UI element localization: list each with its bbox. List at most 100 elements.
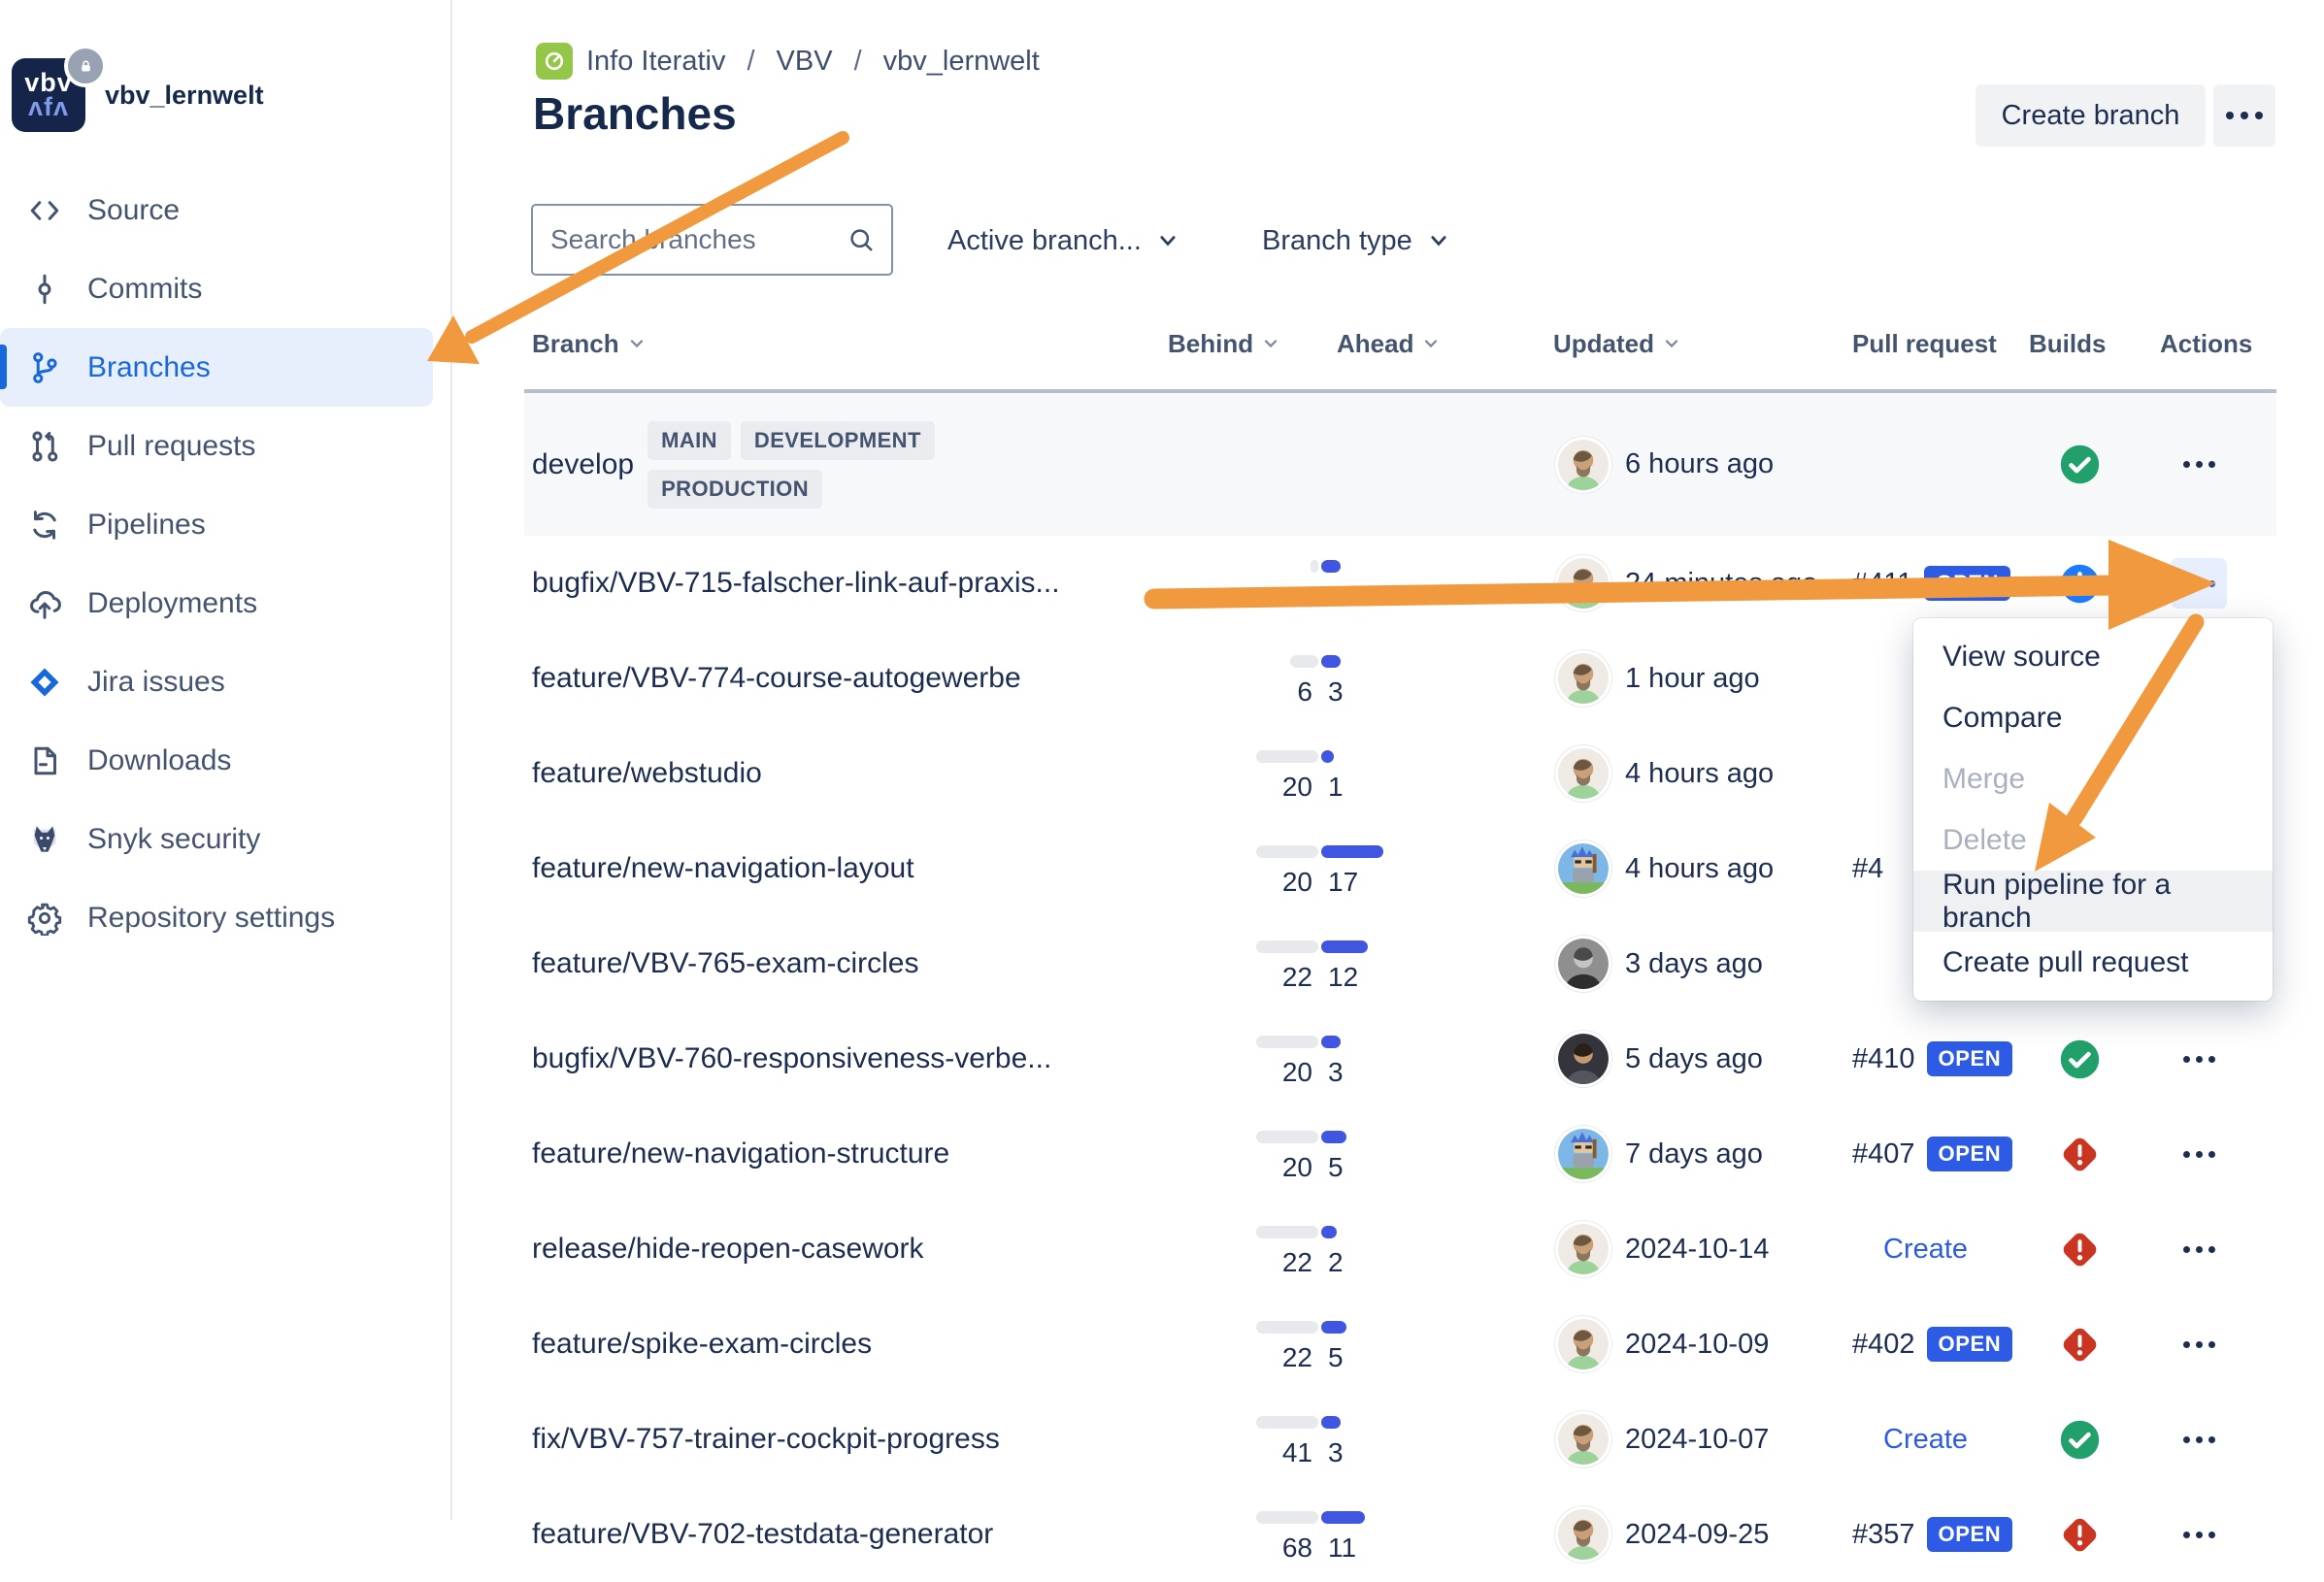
sidebar-item-label: Jira issues (87, 665, 225, 698)
row-actions-button[interactable] (2171, 1224, 2227, 1274)
avatar (1558, 1414, 1609, 1465)
branch-name-link[interactable]: release/hide-reopen-casework (532, 1233, 924, 1265)
branch-name-link[interactable]: feature/VBV-774-course-autogewerbe (532, 662, 1021, 694)
ahead-bar (1321, 1131, 1346, 1143)
create-pull-request-link[interactable]: Create (1883, 1233, 1969, 1265)
branch-badges: MAIN DEVELOPMENT PRODUCTION (647, 420, 939, 509)
updated-time: 4 hours ago (1625, 852, 1775, 884)
row-actions-button[interactable] (2171, 1129, 2227, 1179)
updated-time: 2024-10-14 (1625, 1233, 1770, 1265)
sidebar-item-deployments[interactable]: Deployments (0, 564, 433, 643)
column-header-behind[interactable]: Behind (1168, 316, 1280, 371)
sidebar-item-jira-issues[interactable]: Jira issues (0, 643, 433, 721)
page-more-actions-button[interactable] (2213, 84, 2275, 147)
jira-icon (25, 663, 64, 702)
branch-type-filter[interactable]: Branch type (1262, 219, 1449, 262)
branch-name-link[interactable]: feature/new-navigation-structure (532, 1137, 950, 1170)
updated-time: 24 minutes ago (1625, 567, 1818, 599)
column-header-updated[interactable]: Updated (1553, 316, 1681, 371)
column-header-branch[interactable]: Branch (532, 316, 647, 371)
downloads-icon (25, 742, 64, 780)
branch-name-link[interactable]: bugfix/VBV-715-falscher-link-auf-praxis.… (532, 567, 1060, 599)
behind-count: 6 (1297, 676, 1312, 707)
behind-count: 22 (1281, 1247, 1312, 1277)
branch-name-link[interactable]: develop (532, 447, 635, 480)
menu-item-view-source[interactable]: View source (1942, 640, 2101, 673)
branch-name-link[interactable]: feature/VBV-702-testdata-generator (532, 1518, 994, 1550)
build-status-inprogress-icon[interactable] (2059, 563, 2101, 605)
ahead-count: 2 (1328, 1247, 1344, 1277)
sidebar-item-branches[interactable]: Branches (0, 328, 433, 407)
sidebar-item-label: Commits (87, 272, 203, 305)
pull-request-cell[interactable]: #402 OPEN (1844, 1327, 2039, 1362)
pull-request-cell[interactable]: #357 OPEN (1844, 1517, 2039, 1552)
ahead-bar (1321, 655, 1341, 668)
behind-ahead-cell: 20 3 (1204, 1028, 1514, 1090)
behind-count: 22 (1281, 1342, 1312, 1372)
row-actions-button[interactable] (2171, 440, 2227, 490)
branch-row: feature/VBV-774-course-autogewerbe 6 3 1 ho… (524, 631, 2276, 726)
branch-name-link[interactable]: fix/VBV-757-trainer-cockpit-progress (532, 1423, 1000, 1455)
build-status-failed-icon[interactable] (2059, 1324, 2101, 1366)
avatar (1558, 748, 1609, 799)
branch-name-link[interactable]: feature/VBV-765-exam-circles (532, 947, 919, 979)
pr-status-badge: OPEN (1926, 1137, 2013, 1171)
active-branches-filter[interactable]: Active branch... (947, 219, 1179, 262)
sidebar-item-pipelines[interactable]: Pipelines (0, 485, 433, 564)
sidebar-item-label: Source (87, 193, 181, 226)
ahead-bar (1321, 1321, 1346, 1334)
pull-request-number: #357 (1852, 1518, 1915, 1550)
build-status-success-icon[interactable] (2059, 1419, 2101, 1461)
behind-ahead-cell: 22 5 (1204, 1313, 1514, 1375)
avatar (1558, 1319, 1609, 1369)
avatar (1558, 1224, 1609, 1274)
create-branch-button[interactable]: Create branch (1975, 84, 2206, 147)
repo-logo: vbv ʌfʌ (12, 45, 107, 132)
branch-name-link[interactable]: feature/webstudio (532, 757, 762, 789)
pull-request-cell[interactable]: #411 OPEN (1844, 566, 2039, 601)
row-actions-button[interactable] (2171, 1414, 2227, 1465)
sidebar-item-source[interactable]: Source (0, 171, 433, 249)
badge-production: PRODUCTION (647, 469, 822, 509)
column-header-ahead[interactable]: Ahead (1337, 316, 1441, 371)
build-status-success-icon[interactable] (2059, 444, 2101, 485)
breadcrumb-item-vbv-lernwelt[interactable]: vbv_lernwelt (882, 45, 1040, 77)
sidebar-item-downloads[interactable]: Downloads (0, 721, 433, 800)
search-input[interactable] (548, 223, 837, 256)
behind-ahead-cell: 41 3 (1204, 1408, 1514, 1470)
menu-item-create-pull-request[interactable]: Create pull request (1942, 945, 2189, 978)
pull-request-cell[interactable]: Create (1844, 1234, 2039, 1266)
updated-time: 2024-10-09 (1625, 1328, 1770, 1360)
ahead-bar (1321, 560, 1341, 573)
create-pull-request-link[interactable]: Create (1883, 1423, 1969, 1455)
develop-branch-row: develop MAIN DEVELOPMENT PRODUCTION 6 ho… (524, 389, 2276, 536)
row-actions-button[interactable] (2171, 1034, 2227, 1084)
ahead-bar (1321, 940, 1368, 953)
pull-request-cell[interactable]: Create (1844, 1424, 2039, 1456)
avatar (1558, 1129, 1609, 1179)
branch-name-link[interactable]: bugfix/VBV-760-responsiveness-verbe... (532, 1042, 1052, 1074)
breadcrumb: Info Iterativ / VBV / vbv_lernwelt (536, 43, 1040, 80)
sidebar-item-snyk-security[interactable]: Snyk security (0, 800, 433, 878)
sidebar-item-commits[interactable]: Commits (0, 249, 433, 328)
branch-name-link[interactable]: feature/new-navigation-layout (532, 852, 914, 884)
sidebar-item-repository-settings[interactable]: Repository settings (0, 878, 433, 957)
row-actions-button[interactable] (2171, 558, 2227, 609)
menu-item-run-pipeline-for-a-branch[interactable]: Run pipeline for a branch (1913, 869, 2273, 934)
behind-ahead-cell: 20 1 (1204, 742, 1514, 805)
breadcrumb-item-info-iterativ[interactable]: Info Iterativ (586, 45, 726, 77)
updated-time: 1 hour ago (1625, 662, 1760, 694)
pull-request-cell[interactable]: #410 OPEN (1844, 1041, 2039, 1076)
build-status-success-icon[interactable] (2059, 1038, 2101, 1080)
menu-item-delete: Delete (1942, 823, 2027, 856)
breadcrumb-item-vbv[interactable]: VBV (776, 45, 833, 77)
branch-name-link[interactable]: feature/spike-exam-circles (532, 1328, 873, 1360)
row-actions-button[interactable] (2171, 1319, 2227, 1369)
build-status-failed-icon[interactable] (2059, 1134, 2101, 1175)
menu-item-compare[interactable]: Compare (1942, 701, 2063, 734)
pull-request-cell[interactable]: #407 OPEN (1844, 1137, 2039, 1171)
pull-request-cell[interactable]: #4 (1844, 853, 2039, 885)
row-actions-button[interactable] (2171, 1509, 2227, 1560)
build-status-failed-icon[interactable] (2059, 1229, 2101, 1270)
sidebar-item-pull-requests[interactable]: Pull requests (0, 407, 433, 485)
